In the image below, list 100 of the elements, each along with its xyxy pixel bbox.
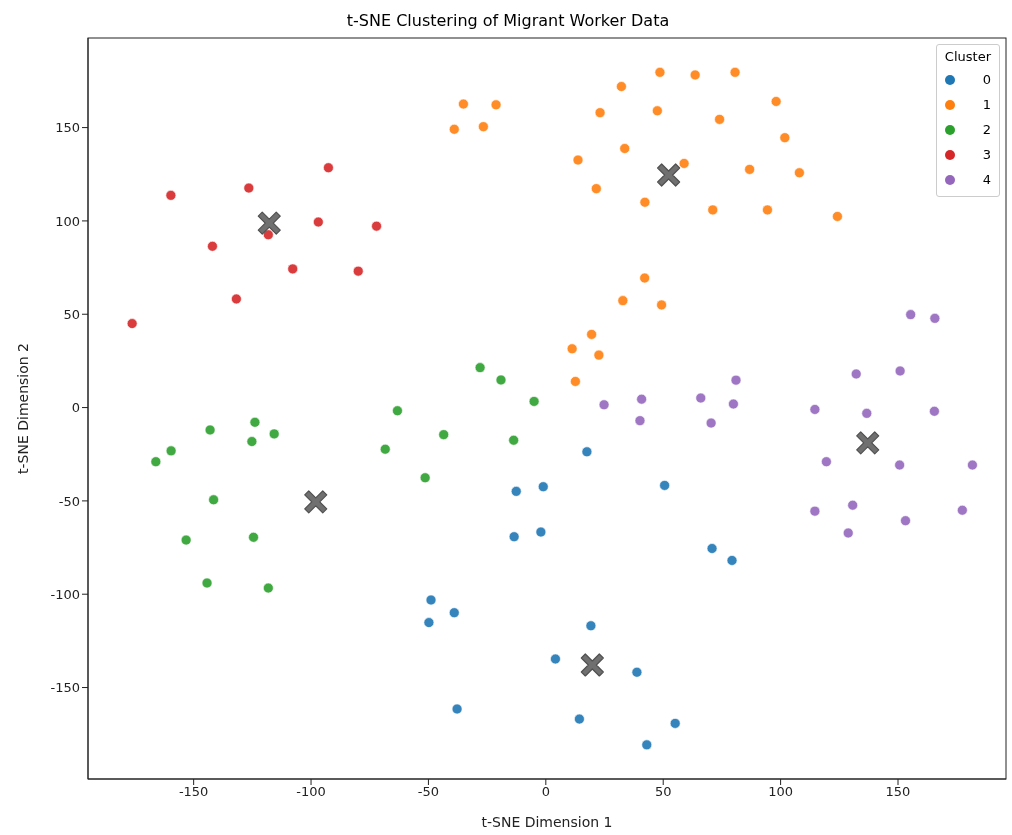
point	[392, 405, 403, 417]
point	[809, 505, 821, 517]
point	[744, 164, 755, 175]
point	[894, 459, 905, 471]
point	[894, 365, 906, 377]
point	[419, 472, 431, 484]
point	[900, 515, 911, 526]
point	[425, 594, 437, 606]
point	[508, 434, 519, 446]
point	[729, 67, 741, 78]
point	[656, 299, 667, 311]
y-tick-label: 150	[55, 120, 80, 136]
y-tick-label: 50	[63, 306, 80, 322]
point	[263, 582, 274, 594]
x-tick-label: -150	[178, 784, 209, 800]
point	[639, 272, 650, 284]
point	[180, 534, 192, 546]
x-tick-label: 0	[541, 784, 550, 800]
point	[779, 132, 791, 143]
point	[581, 446, 593, 458]
point	[619, 143, 631, 154]
point	[705, 417, 717, 429]
legend-label: 2	[982, 122, 991, 137]
point	[207, 241, 218, 252]
point	[714, 114, 725, 125]
point	[929, 406, 940, 417]
point	[574, 713, 585, 725]
point	[448, 607, 460, 618]
point	[770, 96, 782, 107]
point	[287, 263, 299, 275]
point	[586, 329, 597, 340]
point	[528, 396, 540, 407]
point	[572, 154, 584, 166]
x-axis-title: t-SNE Dimension 1	[481, 814, 613, 830]
point	[580, 653, 604, 677]
point	[550, 653, 561, 665]
point	[594, 107, 606, 118]
point	[263, 229, 274, 241]
point	[832, 211, 843, 222]
legend-label: 1	[982, 97, 991, 112]
point	[689, 69, 701, 81]
point	[706, 543, 718, 554]
point	[423, 617, 435, 628]
point	[448, 123, 460, 135]
point	[352, 265, 364, 277]
point	[657, 163, 681, 187]
point	[821, 456, 832, 467]
point	[379, 443, 391, 455]
point	[639, 196, 651, 208]
point	[762, 204, 773, 216]
x-tick-label: -100	[296, 784, 326, 800]
y-axis-title: t-SNE Dimension 2	[14, 343, 31, 474]
point	[654, 67, 666, 78]
legend-label: 0	[982, 72, 991, 87]
point	[957, 504, 968, 516]
point	[510, 486, 522, 497]
point	[631, 666, 643, 678]
point	[438, 429, 449, 440]
point	[842, 527, 854, 539]
x-tick-label: 50	[654, 784, 672, 800]
point	[726, 555, 738, 566]
point	[478, 121, 489, 132]
point	[861, 408, 873, 419]
point	[593, 349, 605, 361]
point	[850, 368, 862, 380]
x-tick-label: -50	[417, 784, 440, 800]
point	[659, 480, 670, 491]
chart-title: t-SNE Clustering of Migrant Worker Data	[345, 10, 671, 32]
point	[591, 183, 602, 194]
point	[495, 374, 507, 386]
point	[208, 494, 219, 506]
point	[508, 531, 520, 543]
point	[585, 620, 597, 632]
point	[967, 459, 978, 471]
point	[652, 105, 663, 117]
point	[669, 718, 681, 729]
point	[636, 393, 647, 405]
point	[458, 98, 469, 110]
y-tick-label: 100	[55, 213, 80, 229]
point	[150, 456, 162, 467]
legend-label: 3	[982, 147, 991, 162]
point	[231, 293, 242, 305]
point	[535, 526, 547, 538]
point	[616, 81, 627, 92]
point	[451, 703, 463, 715]
point	[474, 362, 486, 373]
point	[678, 158, 690, 169]
point	[617, 295, 629, 306]
point	[641, 739, 653, 751]
point	[728, 398, 739, 410]
y-tick-label: 0	[71, 400, 80, 416]
point	[248, 531, 259, 543]
point	[165, 445, 177, 457]
point	[204, 424, 216, 436]
point	[371, 220, 382, 232]
point	[730, 374, 742, 386]
point	[794, 167, 805, 179]
point	[634, 415, 646, 426]
point	[570, 376, 581, 387]
legend-title: Cluster	[944, 49, 991, 64]
